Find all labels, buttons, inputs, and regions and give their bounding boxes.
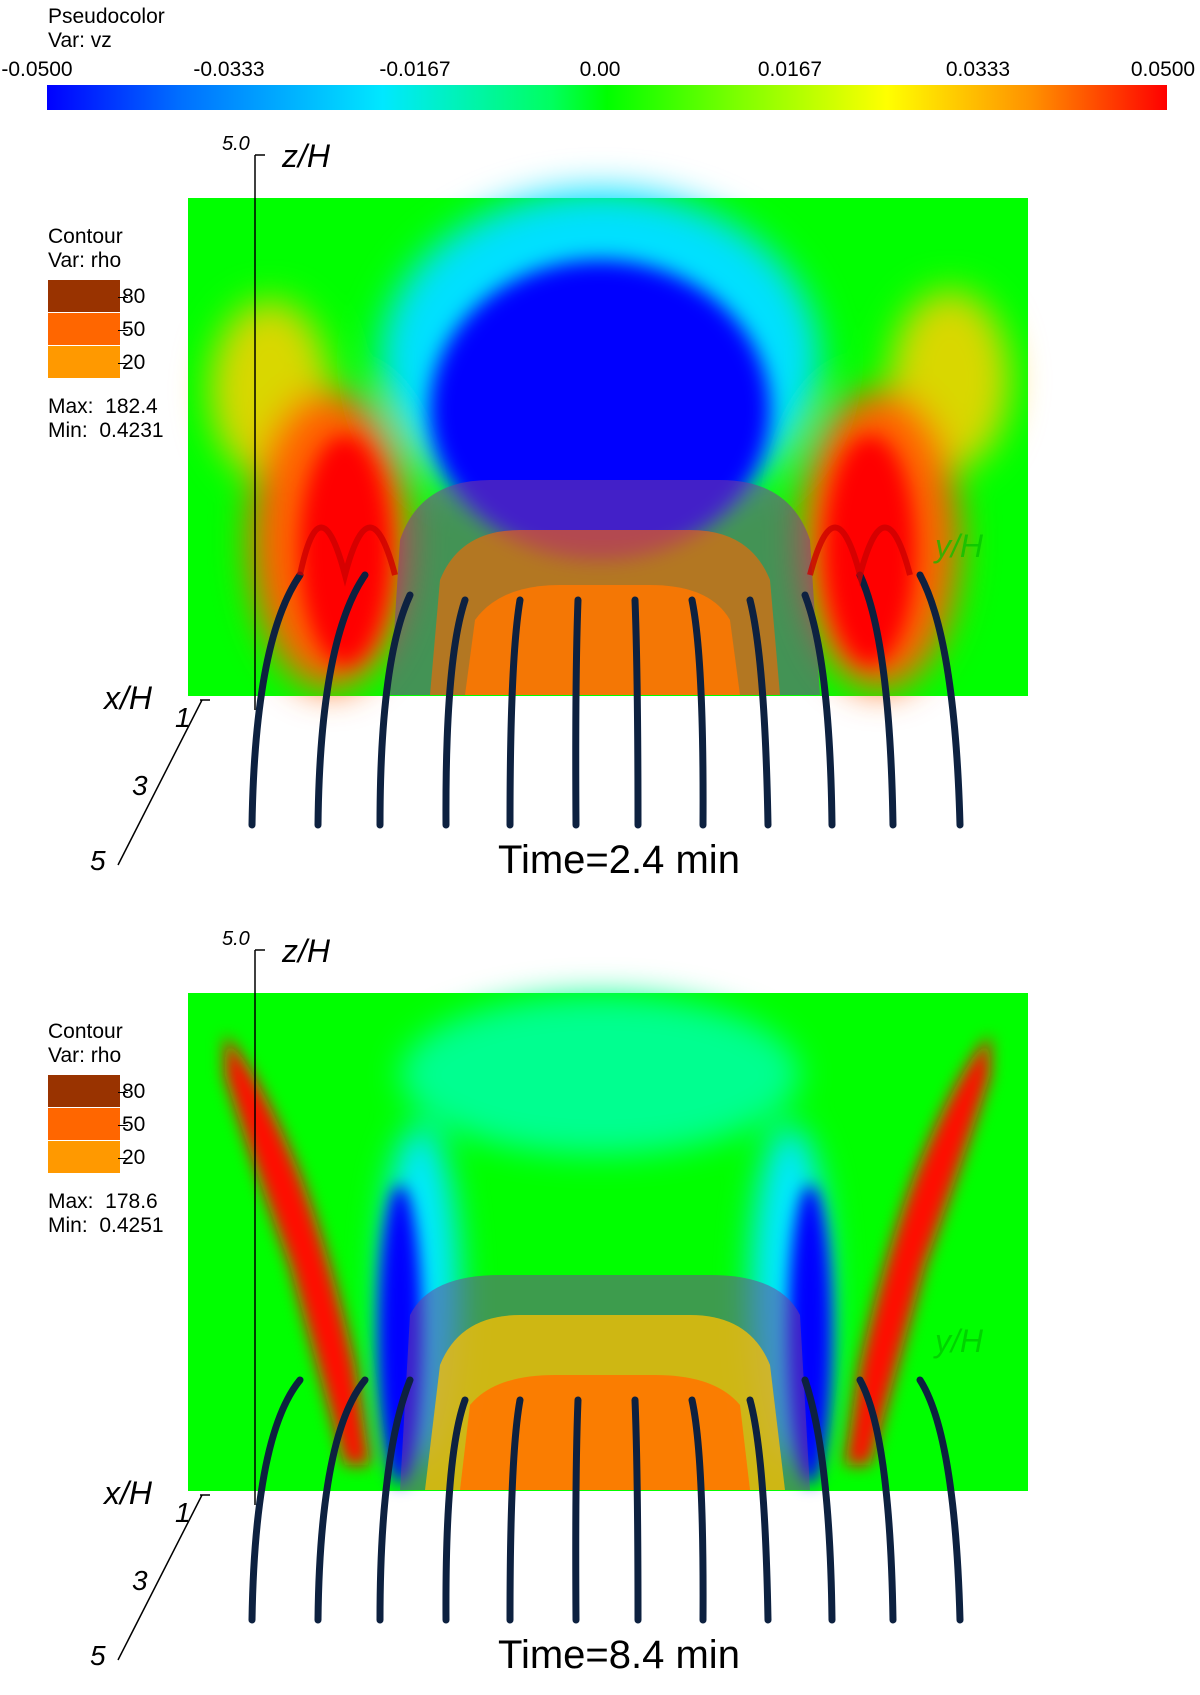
z-axis-label: z/H [282,138,330,174]
contour-level-label: 50 [117,318,146,341]
x-axis-tick: 3 [132,1565,148,1596]
colorbar-tick-label: -0.0167 [379,58,451,81]
magnetic-field-lines [248,1376,964,1624]
contour-title: Contour [48,1020,123,1043]
contour-level-label: 20 [117,351,146,374]
x-axis-tick: 5 [90,1640,106,1671]
contour-swatch-50 [48,313,120,345]
x-axis-label: x/H [104,1475,152,1511]
colorbar-tick-label: 0.0333 [945,58,1011,81]
contour-min: Min: 0.4231 [48,419,164,442]
contour-level-label: 80 [117,285,146,308]
x-axis-tick: 1 [175,702,191,733]
vz-field-plane [188,190,1028,696]
z-axis-top-tick: 5.0 [222,928,250,950]
contour-min: Min: 0.4251 [48,1214,164,1237]
pseudocolor-title: Pseudocolor [48,5,165,28]
colorbar-tick-label: 0.0167 [757,58,823,81]
axes [117,154,265,866]
panel-1-render [117,154,1028,866]
x-axis-tick: 5 [90,845,106,876]
contour-swatch-80 [48,1075,120,1107]
contour-level-label: 20 [117,1146,146,1169]
z-axis-label: z/H [282,933,330,969]
contour-max: Max: 182.4 [48,395,158,418]
x-axis-label: x/H [104,680,152,716]
x-axis-tick: 1 [175,1497,191,1528]
time-label: Time=2.4 min [498,838,740,882]
field-line-arcs [297,524,913,587]
contour-max: Max: 178.6 [48,1190,158,1213]
panel-2-render [117,949,1028,1661]
time-label: Time=8.4 min [498,1633,740,1677]
pseudocolor-var: Var: vz [48,29,112,52]
x-axis-tick: 3 [132,770,148,801]
contour-swatch-50 [48,1108,120,1140]
y-axis-label: y/H [935,1323,983,1359]
contour-swatch-80 [48,280,120,312]
colorbar-tick-label: 0.00 [579,58,621,81]
contour-swatch-20 [48,346,120,378]
colorbar-tick-label: 0.0500 [1130,58,1196,81]
contour-var: Var: rho [48,249,122,272]
pseudocolor-colorbar [47,85,1167,110]
density-contours [400,1275,810,1490]
magnetic-field-lines [248,571,964,829]
colorbar-tick-label: -0.0333 [193,58,265,81]
axes [117,949,265,1661]
contour-level-label: 80 [117,1080,146,1103]
density-contours [390,480,820,695]
contour-var: Var: rho [48,1044,122,1067]
contour-title: Contour [48,225,123,248]
contour-swatch-20 [48,1141,120,1173]
z-axis-top-tick: 5.0 [222,133,250,155]
y-axis-label: y/H [935,528,983,564]
colorbar-tick-label: -0.0500 [1,58,73,81]
contour-level-label: 50 [117,1113,146,1136]
